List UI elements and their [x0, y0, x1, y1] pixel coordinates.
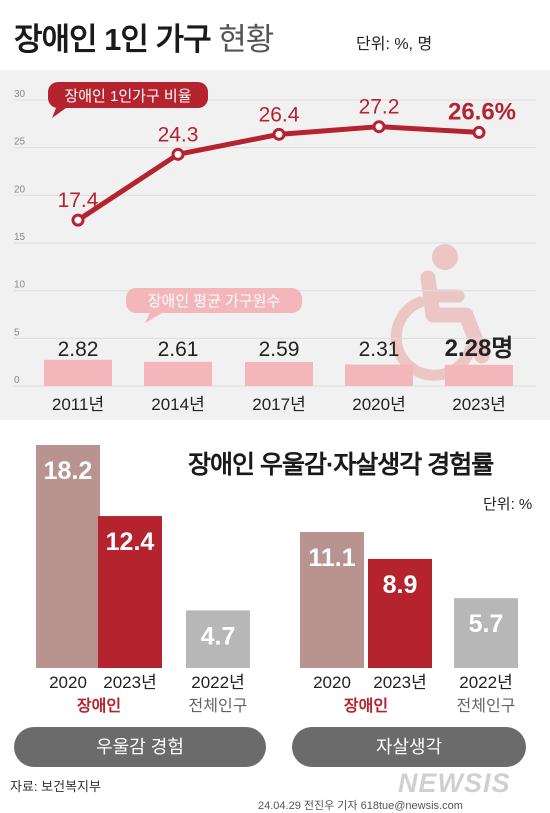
experience-value-label: 12.4 — [106, 528, 155, 556]
x-tick-label: 2014년 — [151, 395, 204, 414]
section2-title: 장애인 우울감·자살생각 경험률 — [188, 451, 494, 479]
year-label: 2020 — [313, 673, 351, 692]
experience-bar — [368, 558, 432, 668]
household-bar — [44, 359, 112, 386]
ratio-point — [71, 213, 85, 227]
year-label: 2020 — [49, 673, 87, 692]
y-tick-label: 10 — [14, 280, 26, 291]
y-tick-label: 20 — [14, 184, 26, 195]
experience-bar — [454, 598, 518, 668]
population-label: 장애인 — [77, 697, 121, 715]
ratio-value-label: 24.3 — [158, 123, 199, 146]
experience-bar — [186, 610, 250, 668]
y-tick-label: 15 — [14, 232, 26, 243]
household-bar — [144, 361, 212, 386]
year-label: 2023년 — [373, 673, 426, 692]
household-bar — [345, 364, 413, 386]
y-tick-label: 30 — [14, 89, 26, 100]
y-tick-label: 0 — [14, 375, 20, 386]
ratio-value-label: 26.6% — [448, 98, 516, 125]
line-bar-chart: 0 5 10 15 20 25 30 2.82 2.61 2.59 2.31 2.28명 17.4 2… — [14, 82, 536, 414]
household-value-label: 2.82 — [58, 338, 99, 361]
population-label: 장애인 — [344, 697, 388, 715]
y-tick-label: 5 — [14, 327, 20, 338]
ratio-value-label: 17.4 — [58, 189, 99, 212]
experience-value-label: 8.9 — [383, 571, 418, 599]
household-value-label: 2.61 — [158, 338, 199, 361]
ratio-point — [472, 125, 486, 139]
ratio-point — [272, 127, 286, 141]
year-label: 2022년 — [459, 673, 512, 692]
bar-series-legend: 장애인 평균 가구원수 — [126, 288, 302, 323]
title-light: 현황 — [218, 22, 274, 57]
byline: 24.04.29 전진우 기자 618tue@newsis.com — [258, 800, 463, 812]
bar-series-legend-text: 장애인 평균 가구원수 — [148, 293, 281, 310]
title-bold: 장애인 1인 가구 — [14, 22, 212, 57]
population-label: 전체인구 — [189, 697, 248, 715]
x-tick-label: 2011년 — [52, 395, 104, 414]
suicidal-thought-group-label: 자살생각 — [292, 727, 526, 767]
x-tick-label: 2020년 — [352, 395, 405, 414]
experience-bar — [98, 516, 162, 668]
ratio-point — [372, 120, 386, 134]
experience-value-label: 11.1 — [308, 544, 355, 572]
ratio-value-label: 27.2 — [359, 96, 400, 119]
household-value-label: 2.59 — [259, 338, 300, 361]
unit-label-bottom: 단위: % — [483, 496, 533, 513]
household-value-label: 2.31 — [359, 338, 400, 361]
year-label: 2023년 — [103, 673, 156, 692]
line-series-legend-text: 장애인 1인가구 비율 — [64, 88, 191, 105]
x-tick-label: 2017년 — [252, 395, 305, 414]
ratio-value-label: 26.4 — [259, 103, 300, 126]
experience-value-label: 18.2 — [44, 457, 93, 485]
experience-bar — [36, 445, 100, 668]
household-bar — [245, 361, 313, 386]
newsis-logo: NEWSIS — [398, 768, 511, 798]
depression-group-label: 우울감 경험 — [14, 727, 266, 767]
ratio-point — [171, 147, 185, 161]
household-bar — [445, 364, 513, 386]
unit-label-top: 단위: %, 명 — [356, 36, 433, 53]
source-note: 자료: 보건복지부 — [10, 779, 101, 794]
household-value-label: 2.28명 — [445, 335, 514, 362]
y-tick-label: 25 — [14, 137, 26, 148]
page-title: 장애인 1인 가구 현황 — [14, 14, 274, 59]
experience-value-label: 4.7 — [201, 622, 236, 650]
line-series-legend: 장애인 1인가구 비율 — [48, 82, 208, 118]
experience-bar — [300, 531, 364, 668]
experience-value-label: 5.7 — [469, 610, 504, 638]
year-label: 2022년 — [191, 673, 244, 692]
x-tick-label: 2023년 — [452, 395, 505, 414]
population-label: 전체인구 — [457, 697, 516, 715]
